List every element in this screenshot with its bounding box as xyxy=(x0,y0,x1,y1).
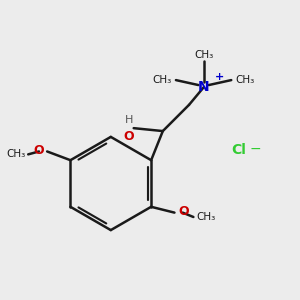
Text: N: N xyxy=(198,80,209,94)
Text: Cl: Cl xyxy=(232,143,246,157)
Text: CH₃: CH₃ xyxy=(6,149,25,159)
Text: CH₃: CH₃ xyxy=(152,75,172,85)
Text: O: O xyxy=(178,205,189,218)
Text: O: O xyxy=(34,144,44,157)
Text: −: − xyxy=(249,142,261,155)
Text: CH₃: CH₃ xyxy=(194,50,213,60)
Text: CH₃: CH₃ xyxy=(196,212,216,222)
Text: O: O xyxy=(124,130,134,142)
Text: CH₃: CH₃ xyxy=(236,75,255,85)
Text: +: + xyxy=(215,72,224,82)
Text: H: H xyxy=(125,115,133,125)
